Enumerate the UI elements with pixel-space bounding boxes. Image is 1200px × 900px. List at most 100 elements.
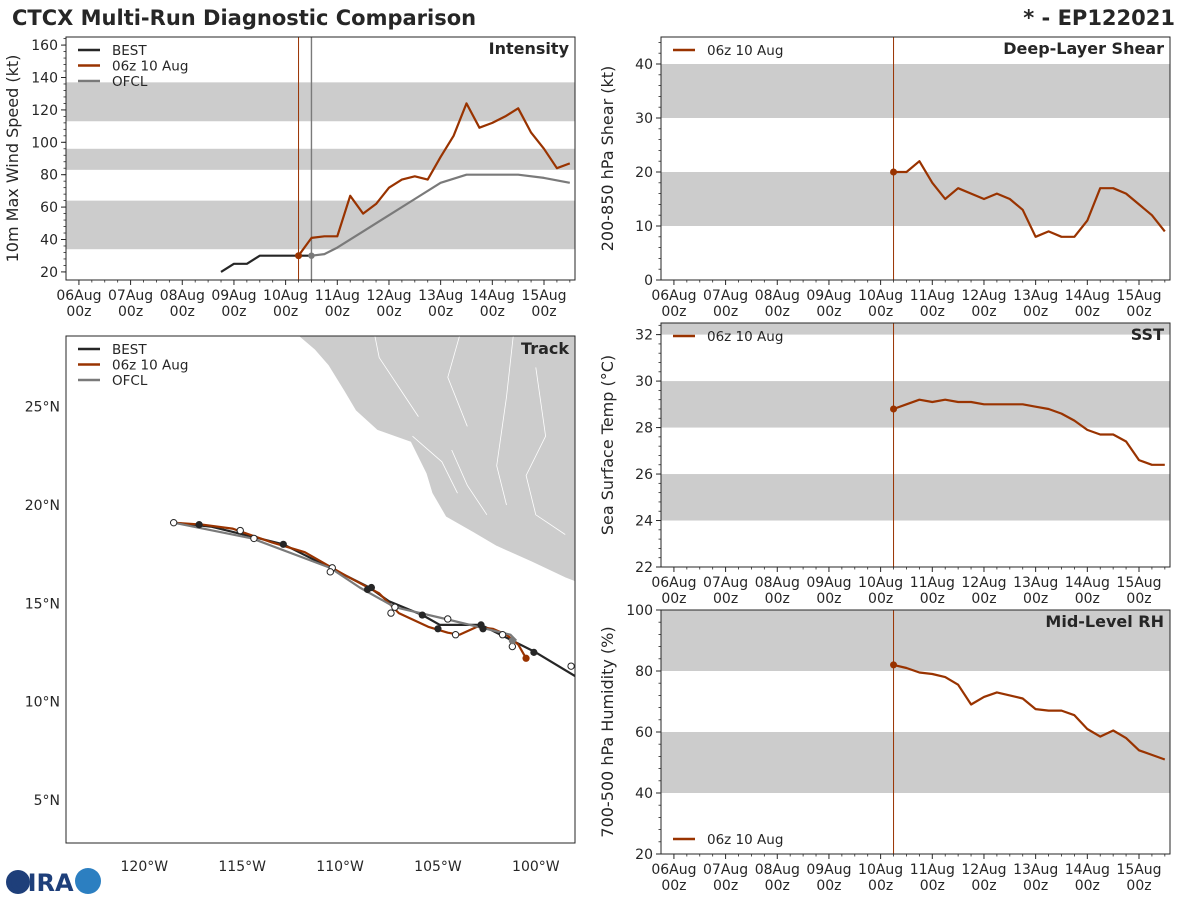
sst-xtick-sublabel-6: 00z bbox=[971, 591, 996, 607]
track-ofcl-open-dot bbox=[326, 568, 334, 576]
rh-xtick-label-0: 06Aug bbox=[651, 862, 696, 878]
shear-xtick-sublabel-9: 00z bbox=[1126, 304, 1151, 320]
intensity-xtick-sublabel-5: 00z bbox=[325, 304, 350, 320]
intensity-xtick-sublabel-0: 00z bbox=[66, 304, 91, 320]
shear-bands bbox=[661, 64, 1170, 226]
sst-ytick-label-1: 24 bbox=[635, 514, 653, 530]
track-legend-label-2: OFCL bbox=[112, 373, 148, 389]
sst-band-0 bbox=[661, 474, 1170, 521]
track-ytick-label-2: 15°N bbox=[25, 596, 60, 612]
intensity-xtick-sublabel-3: 00z bbox=[221, 304, 246, 320]
rh-band-1 bbox=[661, 610, 1170, 671]
sst-xtick-label-8: 14Aug bbox=[1065, 575, 1110, 591]
intensity-legend-label-2: OFCL bbox=[112, 74, 148, 90]
rh-xtick-label-9: 15Aug bbox=[1116, 862, 1161, 878]
rh-xtick-sublabel-2: 00z bbox=[765, 878, 790, 894]
sst-xtick-sublabel-0: 00z bbox=[661, 591, 686, 607]
sst-xtick-label-4: 10Aug bbox=[858, 575, 903, 591]
intensity-ofcl-point bbox=[308, 252, 315, 259]
rh-xtick-label-4: 10Aug bbox=[858, 862, 903, 878]
intensity-bands bbox=[66, 82, 575, 250]
track-title: Track bbox=[521, 339, 569, 358]
rh-legend-label-0: 06z 10 Aug bbox=[707, 832, 783, 848]
intensity-xtick-label-3: 09Aug bbox=[211, 288, 256, 304]
figure-title: CTCX Multi-Run Diagnostic Comparison bbox=[12, 6, 476, 30]
intensity-ytick-label-2: 60 bbox=[40, 200, 58, 216]
logo-swirl bbox=[75, 868, 101, 894]
track-xtick-label-1: 115°W bbox=[218, 859, 266, 875]
sst-ylabel: Sea Surface Temp (°C) bbox=[598, 355, 617, 535]
rh-xtick-label-6: 12Aug bbox=[961, 862, 1006, 878]
intensity-ytick-label-0: 20 bbox=[40, 265, 58, 281]
rh-xtick-sublabel-0: 00z bbox=[661, 878, 686, 894]
sst-series-run-line bbox=[893, 398, 1165, 466]
rh-xtick-sublabel-1: 00z bbox=[713, 878, 738, 894]
sst-bands bbox=[661, 323, 1170, 521]
shear-band-0 bbox=[661, 172, 1170, 226]
sst-xtick-sublabel-5: 00z bbox=[920, 591, 945, 607]
rh-ytick-label-3: 80 bbox=[635, 664, 653, 680]
shear-ytick-label-4: 40 bbox=[635, 57, 653, 73]
shear-xtick-label-1: 07Aug bbox=[703, 288, 748, 304]
rh-init-point bbox=[890, 661, 898, 669]
sst-panel: 22242628303206Aug00z07Aug00z08Aug00z09Au… bbox=[598, 322, 1171, 607]
intensity-xtick-label-6: 12Aug bbox=[366, 288, 411, 304]
rh-bands bbox=[661, 610, 1170, 793]
track-legend-label-0: BEST bbox=[112, 342, 147, 358]
sst-band-2 bbox=[661, 323, 1170, 335]
intensity-ytick-label-3: 80 bbox=[40, 168, 58, 184]
track-ofcl-open-dot bbox=[391, 603, 399, 611]
shear-title: Deep-Layer Shear bbox=[1003, 39, 1164, 58]
sst-ytick-label-4: 30 bbox=[635, 374, 653, 390]
rh-series bbox=[890, 661, 1166, 761]
rh-ytick-label-1: 40 bbox=[635, 786, 653, 802]
state-border bbox=[451, 449, 488, 516]
rh-ylabel: 700-500 hPa Humidity (%) bbox=[598, 626, 617, 837]
intensity-ytick-label-4: 100 bbox=[31, 135, 58, 151]
rh-ytick-label-0: 20 bbox=[635, 847, 653, 863]
shear-band-1 bbox=[661, 64, 1170, 118]
intensity-xtick-label-8: 14Aug bbox=[470, 288, 515, 304]
track-run-open-dot bbox=[451, 630, 460, 639]
track-ofcl-dot bbox=[508, 636, 516, 645]
intensity-ytick-label-7: 160 bbox=[31, 38, 58, 54]
sst-xtick-label-5: 11Aug bbox=[910, 575, 955, 591]
intensity-xtick-label-7: 13Aug bbox=[418, 288, 463, 304]
sst-init-point bbox=[890, 405, 898, 413]
shear-xtick-label-5: 11Aug bbox=[910, 288, 955, 304]
intensity-band-1 bbox=[66, 148, 575, 170]
sst-xtick-sublabel-4: 00z bbox=[868, 591, 893, 607]
intensity-xtick-label-0: 06Aug bbox=[56, 288, 101, 304]
intensity-series-run-line bbox=[297, 102, 571, 257]
intensity-xtick-sublabel-7: 00z bbox=[428, 304, 453, 320]
track-ytick-label-4: 25°N bbox=[25, 400, 60, 416]
rh-ytick-label-2: 60 bbox=[635, 725, 653, 741]
rh-xtick-sublabel-4: 00z bbox=[868, 878, 893, 894]
track-best-dot bbox=[434, 625, 442, 633]
track-ofcl-open-dot bbox=[498, 630, 507, 639]
track-best-dot bbox=[479, 625, 487, 633]
track-frame bbox=[65, 335, 576, 844]
intensity-xtick-sublabel-6: 00z bbox=[376, 304, 401, 320]
shear-xtick-label-3: 09Aug bbox=[806, 288, 851, 304]
sst-legend-label-0: 06z 10 Aug bbox=[707, 329, 783, 345]
track-run-dot bbox=[522, 654, 530, 662]
shear-ytick-label-1: 10 bbox=[635, 219, 653, 235]
shear-series-run-line bbox=[893, 160, 1166, 238]
rh-xtick-sublabel-9: 00z bbox=[1126, 878, 1151, 894]
rh-xtick-label-5: 11Aug bbox=[910, 862, 955, 878]
shear-xtick-label-4: 10Aug bbox=[858, 288, 903, 304]
rh-xtick-sublabel-6: 00z bbox=[971, 878, 996, 894]
track-ofcl-open-dot bbox=[444, 615, 452, 623]
intensity-init-point bbox=[295, 252, 303, 260]
rh-xtick-label-8: 14Aug bbox=[1065, 862, 1110, 878]
intensity-xtick-sublabel-8: 00z bbox=[480, 304, 505, 320]
shear-ytick-label-3: 30 bbox=[635, 111, 653, 127]
shear-xtick-sublabel-7: 00z bbox=[1023, 304, 1048, 320]
intensity-legend-label-0: BEST bbox=[112, 43, 147, 59]
shear-xtick-sublabel-2: 00z bbox=[765, 304, 790, 320]
sst-ytick-label-3: 28 bbox=[635, 421, 653, 437]
logo-text: CIRA bbox=[10, 869, 74, 897]
intensity-ytick-label-1: 40 bbox=[40, 233, 58, 249]
intensity-xtick-label-1: 07Aug bbox=[108, 288, 153, 304]
